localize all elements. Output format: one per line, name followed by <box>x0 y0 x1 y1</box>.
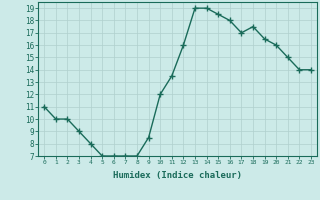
X-axis label: Humidex (Indice chaleur): Humidex (Indice chaleur) <box>113 171 242 180</box>
